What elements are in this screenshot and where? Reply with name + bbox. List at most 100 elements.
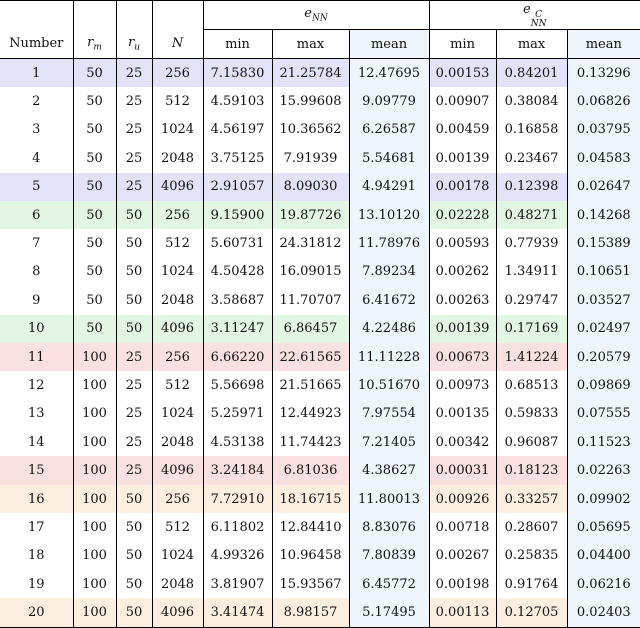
cell-number: 14 — [0, 428, 74, 457]
cell-mean: 7.97554 — [349, 399, 430, 429]
cell-ru: 25 — [116, 58, 153, 88]
cell-cmin: 0.00673 — [429, 342, 497, 372]
cell-mean: 4.94291 — [349, 172, 430, 201]
cell-n: 256 — [152, 342, 204, 372]
table-row: 16 100 50 256 7.72910 18.16715 11.80013 0.00926… — [0, 484, 640, 514]
cell-max: 11.70707 — [272, 286, 350, 315]
cell-cmean: 0.11523 — [567, 428, 640, 457]
cell-cmax: 0.84201 — [496, 58, 568, 88]
empty-header-cell — [152, 0, 204, 30]
table-row: 5 50 25 4096 2.91057 8.09030 4.94291 0.00178 0.1… — [0, 172, 640, 201]
cell-mean: 9.09779 — [349, 87, 430, 116]
cell-cmean: 0.07555 — [567, 399, 640, 429]
cell-rm: 100 — [73, 570, 117, 599]
cell-ru: 25 — [116, 456, 153, 485]
cell-n: 256 — [152, 58, 204, 88]
cell-max: 10.36562 — [272, 115, 350, 145]
empty-header-cell — [116, 0, 153, 30]
cell-min: 4.50428 — [203, 257, 273, 287]
cell-number: 3 — [0, 115, 74, 145]
table-row: 2 50 25 512 4.59103 15.99608 9.09779 0.00907 0.3… — [0, 87, 640, 116]
cell-max: 15.93567 — [272, 570, 350, 599]
cell-n: 2048 — [152, 428, 204, 457]
cell-cmax: 0.25835 — [496, 541, 568, 571]
cell-cmin: 0.00198 — [429, 570, 497, 599]
cell-rm: 50 — [73, 144, 117, 173]
cell-cmin: 0.00593 — [429, 229, 497, 258]
cell-number: 12 — [0, 371, 74, 400]
col-header-number: Number — [0, 29, 74, 59]
cell-ru: 25 — [116, 172, 153, 201]
cell-cmin: 0.00178 — [429, 172, 497, 201]
cell-ru: 25 — [116, 428, 153, 457]
table-row: 10 50 50 4096 3.11247 6.86457 4.22486 0.00139 0.… — [0, 314, 640, 343]
cell-cmax: 0.38084 — [496, 87, 568, 116]
cell-n: 1024 — [152, 115, 204, 145]
cell-cmin: 0.02228 — [429, 200, 497, 230]
cell-number: 5 — [0, 172, 74, 201]
cell-min: 5.56698 — [203, 371, 273, 400]
cell-cmax: 0.12398 — [496, 172, 568, 201]
cell-max: 18.16715 — [272, 484, 350, 514]
cell-ru: 50 — [116, 286, 153, 315]
cell-cmax: 0.18123 — [496, 456, 568, 485]
col-header-ru: ru — [116, 29, 153, 59]
cell-rm: 100 — [73, 342, 117, 372]
cell-rm: 50 — [73, 87, 117, 116]
cell-n: 2048 — [152, 286, 204, 315]
cell-cmean: 0.03527 — [567, 286, 640, 315]
cell-ru: 50 — [116, 314, 153, 343]
group-header-ecnn: e C NN — [429, 0, 640, 30]
cell-cmax: 0.77939 — [496, 229, 568, 258]
cell-max: 8.98157 — [272, 598, 350, 628]
cell-ru: 50 — [116, 513, 153, 542]
table-row: 12 100 25 512 5.56698 21.51665 10.51670 0.00973… — [0, 371, 640, 400]
cell-n: 512 — [152, 87, 204, 116]
cell-ru: 25 — [116, 399, 153, 429]
cell-number: 8 — [0, 257, 74, 287]
cell-min: 4.56197 — [203, 115, 273, 145]
col-header-max: max — [272, 29, 350, 59]
cell-rm: 50 — [73, 115, 117, 145]
cell-cmax: 0.96087 — [496, 428, 568, 457]
cell-min: 5.25971 — [203, 399, 273, 429]
cell-rm: 50 — [73, 257, 117, 287]
cell-mean: 7.80839 — [349, 541, 430, 571]
cell-min: 3.24184 — [203, 456, 273, 485]
cell-number: 9 — [0, 286, 74, 315]
table-row: 15 100 25 4096 3.24184 6.81036 4.38627 0.00031 0… — [0, 456, 640, 485]
cell-cmax: 0.12705 — [496, 598, 568, 628]
cell-ru: 50 — [116, 541, 153, 571]
cell-ru: 50 — [116, 229, 153, 258]
table-row: 18 100 50 1024 4.99326 10.96458 7.80839 0.00267… — [0, 541, 640, 571]
cell-ru: 25 — [116, 144, 153, 173]
col-header-n: N — [152, 29, 204, 59]
cell-number: 15 — [0, 456, 74, 485]
cell-cmax: 0.91764 — [496, 570, 568, 599]
column-header-row: Number rm ru N min max mean min max mean — [0, 29, 640, 59]
table-row: 1 50 25 256 7.15830 21.25784 12.47695 0.00153 0.… — [0, 58, 640, 88]
table-row: 3 50 25 1024 4.56197 10.36562 6.26587 0.00459 0.… — [0, 115, 640, 145]
cell-ru: 50 — [116, 200, 153, 230]
cell-mean: 4.22486 — [349, 314, 430, 343]
table-row: 19 100 50 2048 3.81907 15.93567 6.45772 0.00198… — [0, 570, 640, 599]
cell-number: 20 — [0, 598, 74, 628]
cell-cmean: 0.15389 — [567, 229, 640, 258]
cell-min: 5.60731 — [203, 229, 273, 258]
empty-header-cell — [73, 0, 117, 30]
cell-mean: 6.26587 — [349, 115, 430, 145]
cell-max: 10.96458 — [272, 541, 350, 571]
cell-cmean: 0.13296 — [567, 58, 640, 88]
cell-cmin: 0.00907 — [429, 87, 497, 116]
col-header-mean: mean — [349, 29, 430, 59]
table-row: 6 50 50 256 9.15900 19.87726 13.10120 0.02228 0.… — [0, 200, 640, 230]
cell-cmin: 0.00267 — [429, 541, 497, 571]
cell-cmin: 0.00262 — [429, 257, 497, 287]
cell-number: 11 — [0, 342, 74, 372]
cell-min: 2.91057 — [203, 172, 273, 201]
cell-cmean: 0.02263 — [567, 456, 640, 485]
cell-ru: 50 — [116, 484, 153, 514]
cell-max: 19.87726 — [272, 200, 350, 230]
cell-n: 2048 — [152, 570, 204, 599]
cell-max: 15.99608 — [272, 87, 350, 116]
